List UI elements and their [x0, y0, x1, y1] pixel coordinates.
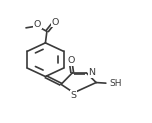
- Text: O: O: [67, 56, 74, 65]
- Text: O: O: [34, 20, 41, 29]
- Text: O: O: [52, 18, 59, 27]
- Text: S: S: [71, 91, 76, 100]
- Text: N: N: [88, 68, 96, 77]
- Text: SH: SH: [110, 79, 122, 88]
